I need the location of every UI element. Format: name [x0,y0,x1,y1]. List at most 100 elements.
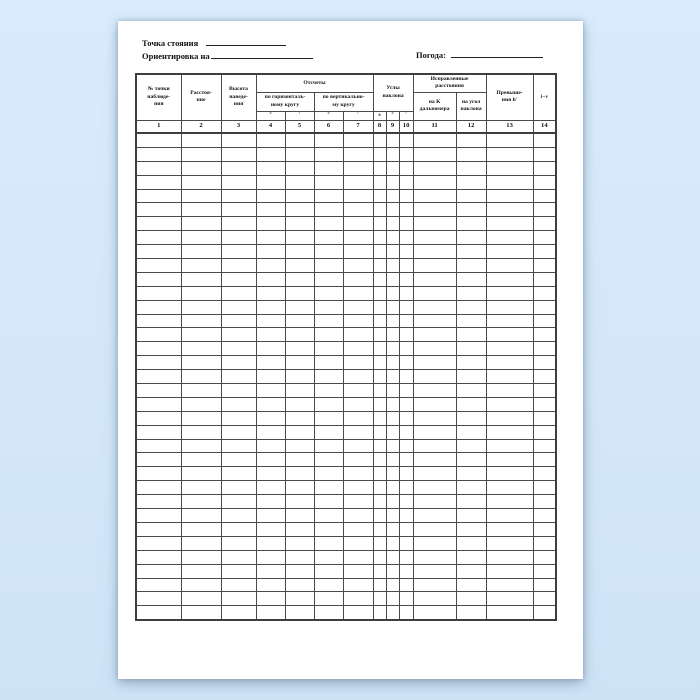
grid-cell [313,160,344,176]
station-field-blank [206,37,287,46]
grid-cell [284,313,315,329]
grid-cell [485,605,534,621]
grid-cell [372,605,387,621]
grid-cell [313,396,344,412]
grid-cell [313,244,344,260]
grid-cell [342,577,374,593]
grid-cell [385,494,400,510]
grid-cell [180,521,222,537]
table-row [135,383,557,398]
grid-cell [313,410,344,426]
grid-cell [255,549,286,565]
grid-cell [532,299,557,315]
table-row [135,244,557,260]
grid-cell [532,438,557,454]
grid-cell [532,535,557,551]
grid-cell [284,216,315,232]
grid-cell [412,202,457,218]
table-row [135,174,557,190]
grid-cell [180,355,222,371]
grid-cell [342,271,374,287]
grid-cell [180,174,222,190]
grid-cell [485,577,534,593]
grid-cell [342,244,374,260]
grid-cell [180,341,222,357]
table-row [135,438,557,454]
grid-cell [532,424,557,440]
grid-cell [342,396,374,412]
grid-cell [372,174,387,190]
grid-cell [485,591,534,607]
grid-cell [220,355,257,371]
grid-cell [255,216,286,232]
grid-cell [398,480,414,496]
grid-cell [135,410,182,426]
grid-cell [455,494,487,510]
grid-cell [135,605,182,621]
grid-cell [455,508,487,523]
grid-cell [255,577,286,593]
grid-cell [135,508,182,523]
column-number-cell: 12 [455,119,487,134]
grid-cell [284,383,315,398]
grid-cell [180,424,222,440]
grid-cell [313,480,344,496]
grid-cell [342,174,374,190]
grid-cell [412,355,457,371]
grid-cell [135,466,182,482]
grid-cell [313,549,344,565]
grid-cell [135,549,182,565]
grid-cell [412,508,457,523]
grid-cell [532,383,557,398]
grid-cell [180,508,222,523]
grid-cell [398,285,414,301]
grid-cell [372,508,387,523]
grid-cell [220,202,257,218]
grid-cell [385,424,400,440]
grid-cell [180,271,222,287]
grid-cell [220,230,257,246]
column-number-cell: 11 [412,119,457,134]
grid-cell [412,452,457,468]
grid-cell [180,230,222,246]
grid-cell [220,285,257,301]
grid-cell [485,327,534,343]
grid-cell [342,535,374,551]
header-vertical-circle: по вертикально- му кругу [313,91,374,112]
grid-cell [135,521,182,537]
grid-cell [255,258,286,273]
grid-cell [485,494,534,510]
grid-cell [180,369,222,385]
grid-cell [398,174,414,190]
grid-cell [532,508,557,523]
grid-cell [532,285,557,301]
grid-cell [255,132,286,148]
grid-cell [532,521,557,537]
grid-cell [412,549,457,565]
grid-cell [412,258,457,273]
grid-cell [455,216,487,232]
grid-cell [313,188,344,204]
grid-cell [412,396,457,412]
grid-cell [372,355,387,371]
grid-cell [455,410,487,426]
grid-cell [412,410,457,426]
grid-cell [255,424,286,440]
grid-cell [485,535,534,551]
grid-cell [313,146,344,162]
grid-cell [385,271,400,287]
header-corrected-distances: Исправленные расстояния [412,73,487,93]
grid-cell [180,605,222,621]
grid-cell [255,591,286,607]
grid-cell [342,452,374,468]
grid-cell [342,355,374,371]
grid-cell [180,146,222,162]
grid-cell [372,452,387,468]
header-readings: Отсчеты [255,73,374,93]
grid-cell [220,132,257,148]
table-row [135,563,557,579]
grid-cell [455,188,487,204]
grid-cell [412,299,457,315]
grid-cell [255,146,286,162]
grid-cell [342,591,374,607]
